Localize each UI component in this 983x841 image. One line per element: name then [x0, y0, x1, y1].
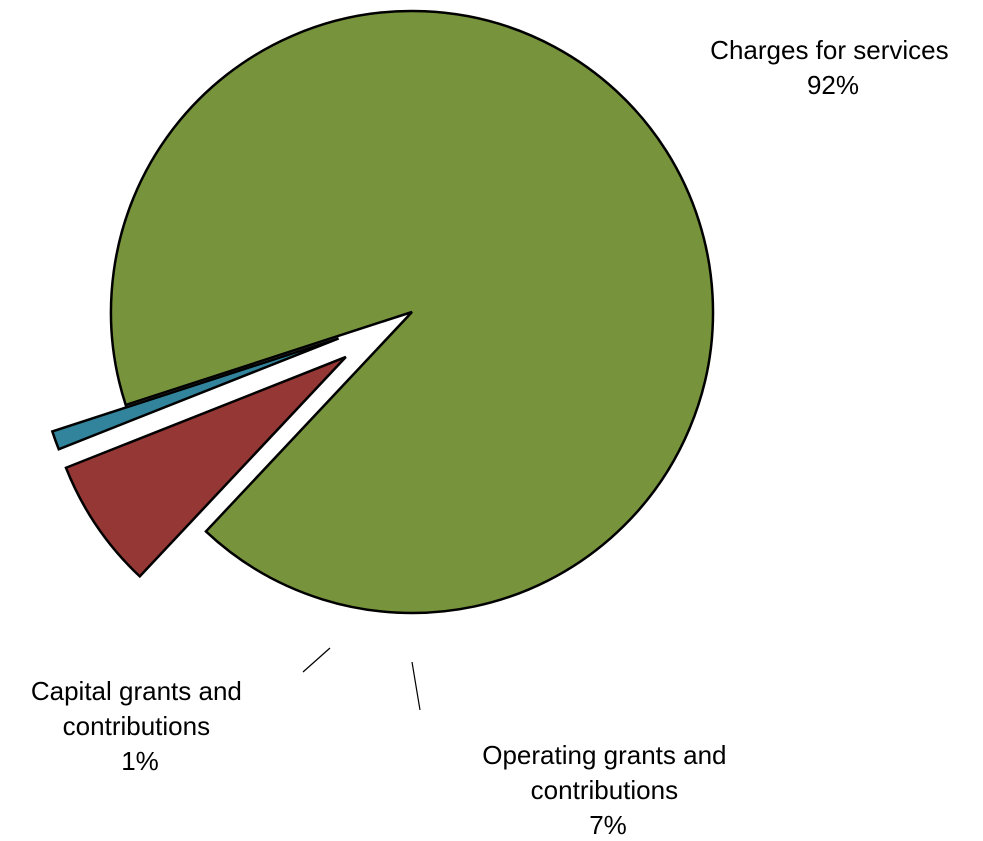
slice-charges	[109, 9, 715, 615]
slice-label-capital-line-2: contributions	[63, 711, 210, 741]
leader-lines	[302, 647, 421, 711]
slice-operating	[64, 355, 347, 579]
slice-percent-capital: 1%	[121, 746, 159, 776]
leader-line-operating	[411, 661, 421, 711]
slice-label-charges: Charges for services 92%	[710, 35, 956, 100]
slice-label-charges-line-1: Charges for services	[710, 35, 948, 65]
slice-label-capital: Capital grants and contributions 1%	[31, 676, 249, 776]
slice-percent-operating: 7%	[589, 810, 627, 840]
slice-label-capital-line-1: Capital grants and	[31, 676, 242, 706]
slice-capital	[50, 337, 340, 451]
slice-percent-charges: 92%	[807, 70, 859, 100]
slice-label-operating-line-2: contributions	[531, 775, 678, 805]
slice-label-operating-line-1: Operating grants and	[482, 740, 726, 770]
pie-slices	[50, 9, 715, 615]
leader-line-capital	[302, 647, 331, 673]
slice-label-operating: Operating grants and contributions 7%	[482, 740, 734, 840]
